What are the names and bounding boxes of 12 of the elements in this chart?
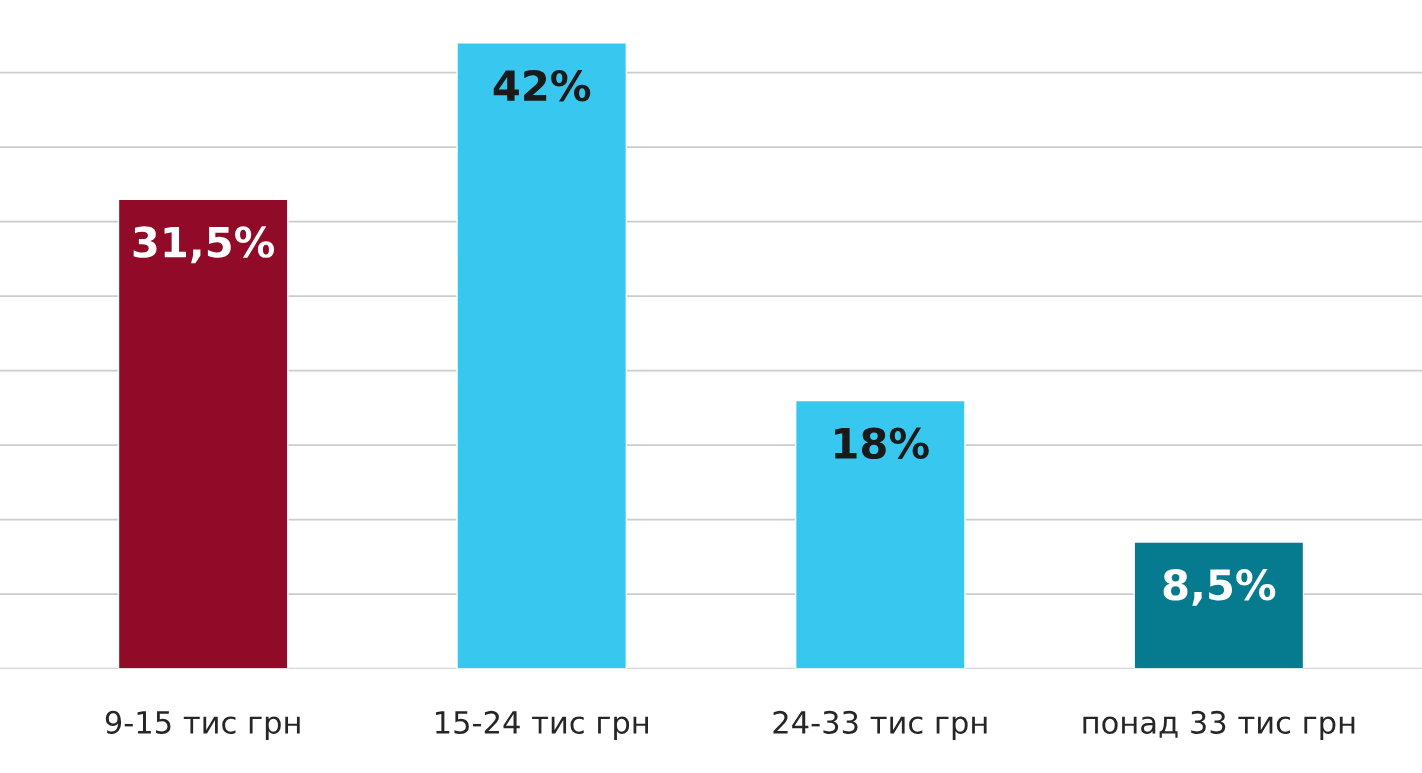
bar bbox=[1133, 541, 1305, 669]
x-tick-label: 24-33 тис грн bbox=[773, 710, 987, 740]
x-tick-label: понад 33 тис грн bbox=[1083, 710, 1355, 740]
x-tick-label: 9-15 тис грн bbox=[105, 710, 300, 740]
bar bbox=[794, 399, 966, 669]
data-label: 8,5% bbox=[1163, 569, 1276, 606]
bar bbox=[117, 198, 289, 669]
data-label: 18% bbox=[835, 427, 929, 459]
data-label: 42% bbox=[493, 69, 591, 102]
x-tick-label: 15-24 тис грн bbox=[436, 710, 648, 740]
data-label: 31,5% bbox=[133, 226, 275, 264]
bar bbox=[456, 42, 628, 669]
